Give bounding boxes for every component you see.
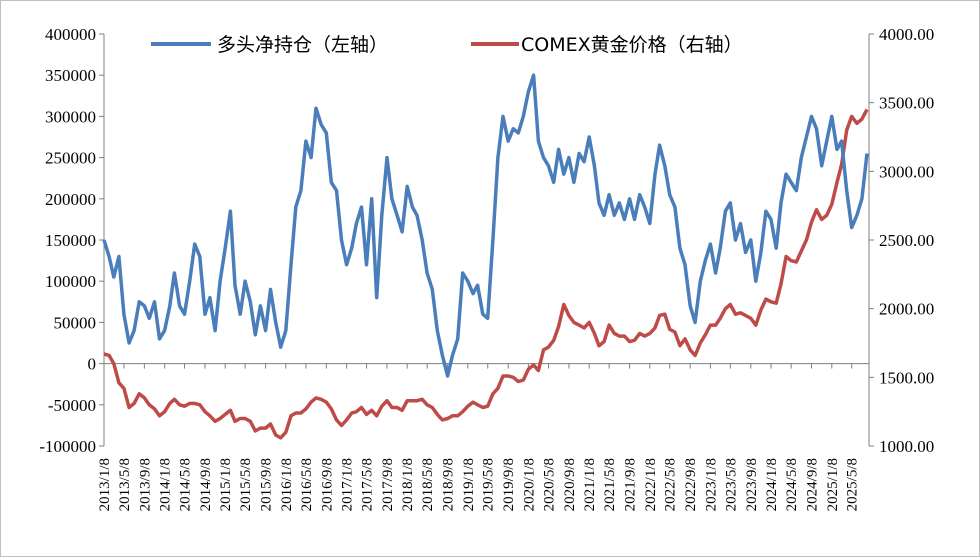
x-tick-label: 2014/1/8 bbox=[158, 458, 174, 511]
x-tick-label: 2019/5/8 bbox=[481, 458, 497, 511]
left-tick-label: 0 bbox=[88, 355, 97, 374]
x-tick-label: 2017/9/8 bbox=[380, 458, 396, 511]
left-tick-label: -100000 bbox=[39, 437, 96, 456]
left-tick-label: 150000 bbox=[45, 231, 96, 250]
x-tick-label: 2014/9/8 bbox=[198, 458, 214, 511]
gold-price-line bbox=[103, 108, 869, 440]
left-tick-label: 300000 bbox=[45, 107, 96, 126]
left-tick-label: 250000 bbox=[45, 149, 96, 168]
x-tick-label: 2015/9/8 bbox=[259, 458, 275, 511]
x-tick-label: 2019/9/8 bbox=[501, 458, 517, 511]
x-tick-label: 2022/1/8 bbox=[643, 458, 659, 511]
x-tick-label: 2015/1/8 bbox=[218, 458, 234, 511]
right-tick-label: 1000.00 bbox=[879, 437, 934, 456]
x-tick-label: 2018/9/8 bbox=[441, 458, 457, 511]
x-tick-label: 2015/5/8 bbox=[238, 458, 254, 511]
right-tick-label: 1500.00 bbox=[879, 368, 934, 387]
x-tick-label: 2024/9/8 bbox=[805, 458, 821, 511]
x-tick-label: 2020/9/8 bbox=[562, 458, 578, 511]
x-tick-label: 2020/5/8 bbox=[542, 458, 558, 511]
left-tick-label: 100000 bbox=[45, 272, 96, 291]
left-tick-label: 400000 bbox=[45, 25, 96, 44]
axes: 400000 350000 300000 250000 200000 150000 1000… bbox=[39, 25, 934, 511]
x-tick-label: 2018/1/8 bbox=[400, 458, 416, 511]
x-tick-label: 2021/9/8 bbox=[623, 458, 639, 511]
x-tick-label: 2019/1/8 bbox=[461, 458, 477, 511]
legend: 多头净持仓（左轴） COMEX黄金价格（右轴） bbox=[151, 34, 743, 56]
left-tick-label: 50000 bbox=[54, 313, 97, 332]
legend-label-gold: COMEX黄金价格（右轴） bbox=[521, 34, 743, 56]
x-tick-label: 2018/5/8 bbox=[420, 458, 436, 511]
x-tick-label: 2025/5/8 bbox=[845, 458, 861, 511]
x-tick-label: 2022/5/8 bbox=[663, 458, 679, 511]
x-tick-label: 2024/5/8 bbox=[784, 458, 800, 511]
left-tick-label: 350000 bbox=[45, 66, 96, 85]
right-tick-label: 3000.00 bbox=[879, 162, 934, 181]
legend-label-long-net: 多头净持仓（左轴） bbox=[217, 34, 388, 56]
left-tick-label: -50000 bbox=[48, 396, 96, 415]
x-tick-label: 2024/1/8 bbox=[764, 458, 780, 511]
left-tick-label: 200000 bbox=[45, 190, 96, 209]
x-tick-label: 2016/1/8 bbox=[279, 458, 295, 511]
x-tick-label: 2023/9/8 bbox=[744, 458, 760, 511]
x-tick-label: 2013/5/8 bbox=[117, 458, 133, 511]
x-tick-label: 2017/5/8 bbox=[360, 458, 376, 511]
x-tick-label: 2023/1/8 bbox=[703, 458, 719, 511]
x-tick-label: 2013/1/8 bbox=[97, 458, 113, 511]
series-lines bbox=[102, 73, 869, 440]
x-tick-label: 2017/1/8 bbox=[340, 458, 356, 511]
x-tick-label: 2016/9/8 bbox=[319, 458, 335, 511]
x-tick-label: 2016/5/8 bbox=[299, 458, 315, 511]
right-tick-label: 2000.00 bbox=[879, 300, 934, 319]
x-tick-label: 2020/1/8 bbox=[521, 458, 537, 511]
x-tick-label: 2021/5/8 bbox=[602, 458, 618, 511]
right-tick-label: 4000.00 bbox=[879, 25, 934, 44]
x-tick-label: 2023/5/8 bbox=[723, 458, 739, 511]
x-tick-label: 2013/9/8 bbox=[137, 458, 153, 511]
x-tick-label: 2014/5/8 bbox=[178, 458, 194, 511]
right-tick-label: 3500.00 bbox=[879, 94, 934, 113]
x-tick-label: 2021/1/8 bbox=[582, 458, 598, 511]
x-tick-label: 2025/1/8 bbox=[825, 458, 841, 511]
x-tick-label: 2022/9/8 bbox=[683, 458, 699, 511]
long-net-position-line bbox=[102, 73, 869, 378]
right-tick-label: 2500.00 bbox=[879, 231, 934, 250]
